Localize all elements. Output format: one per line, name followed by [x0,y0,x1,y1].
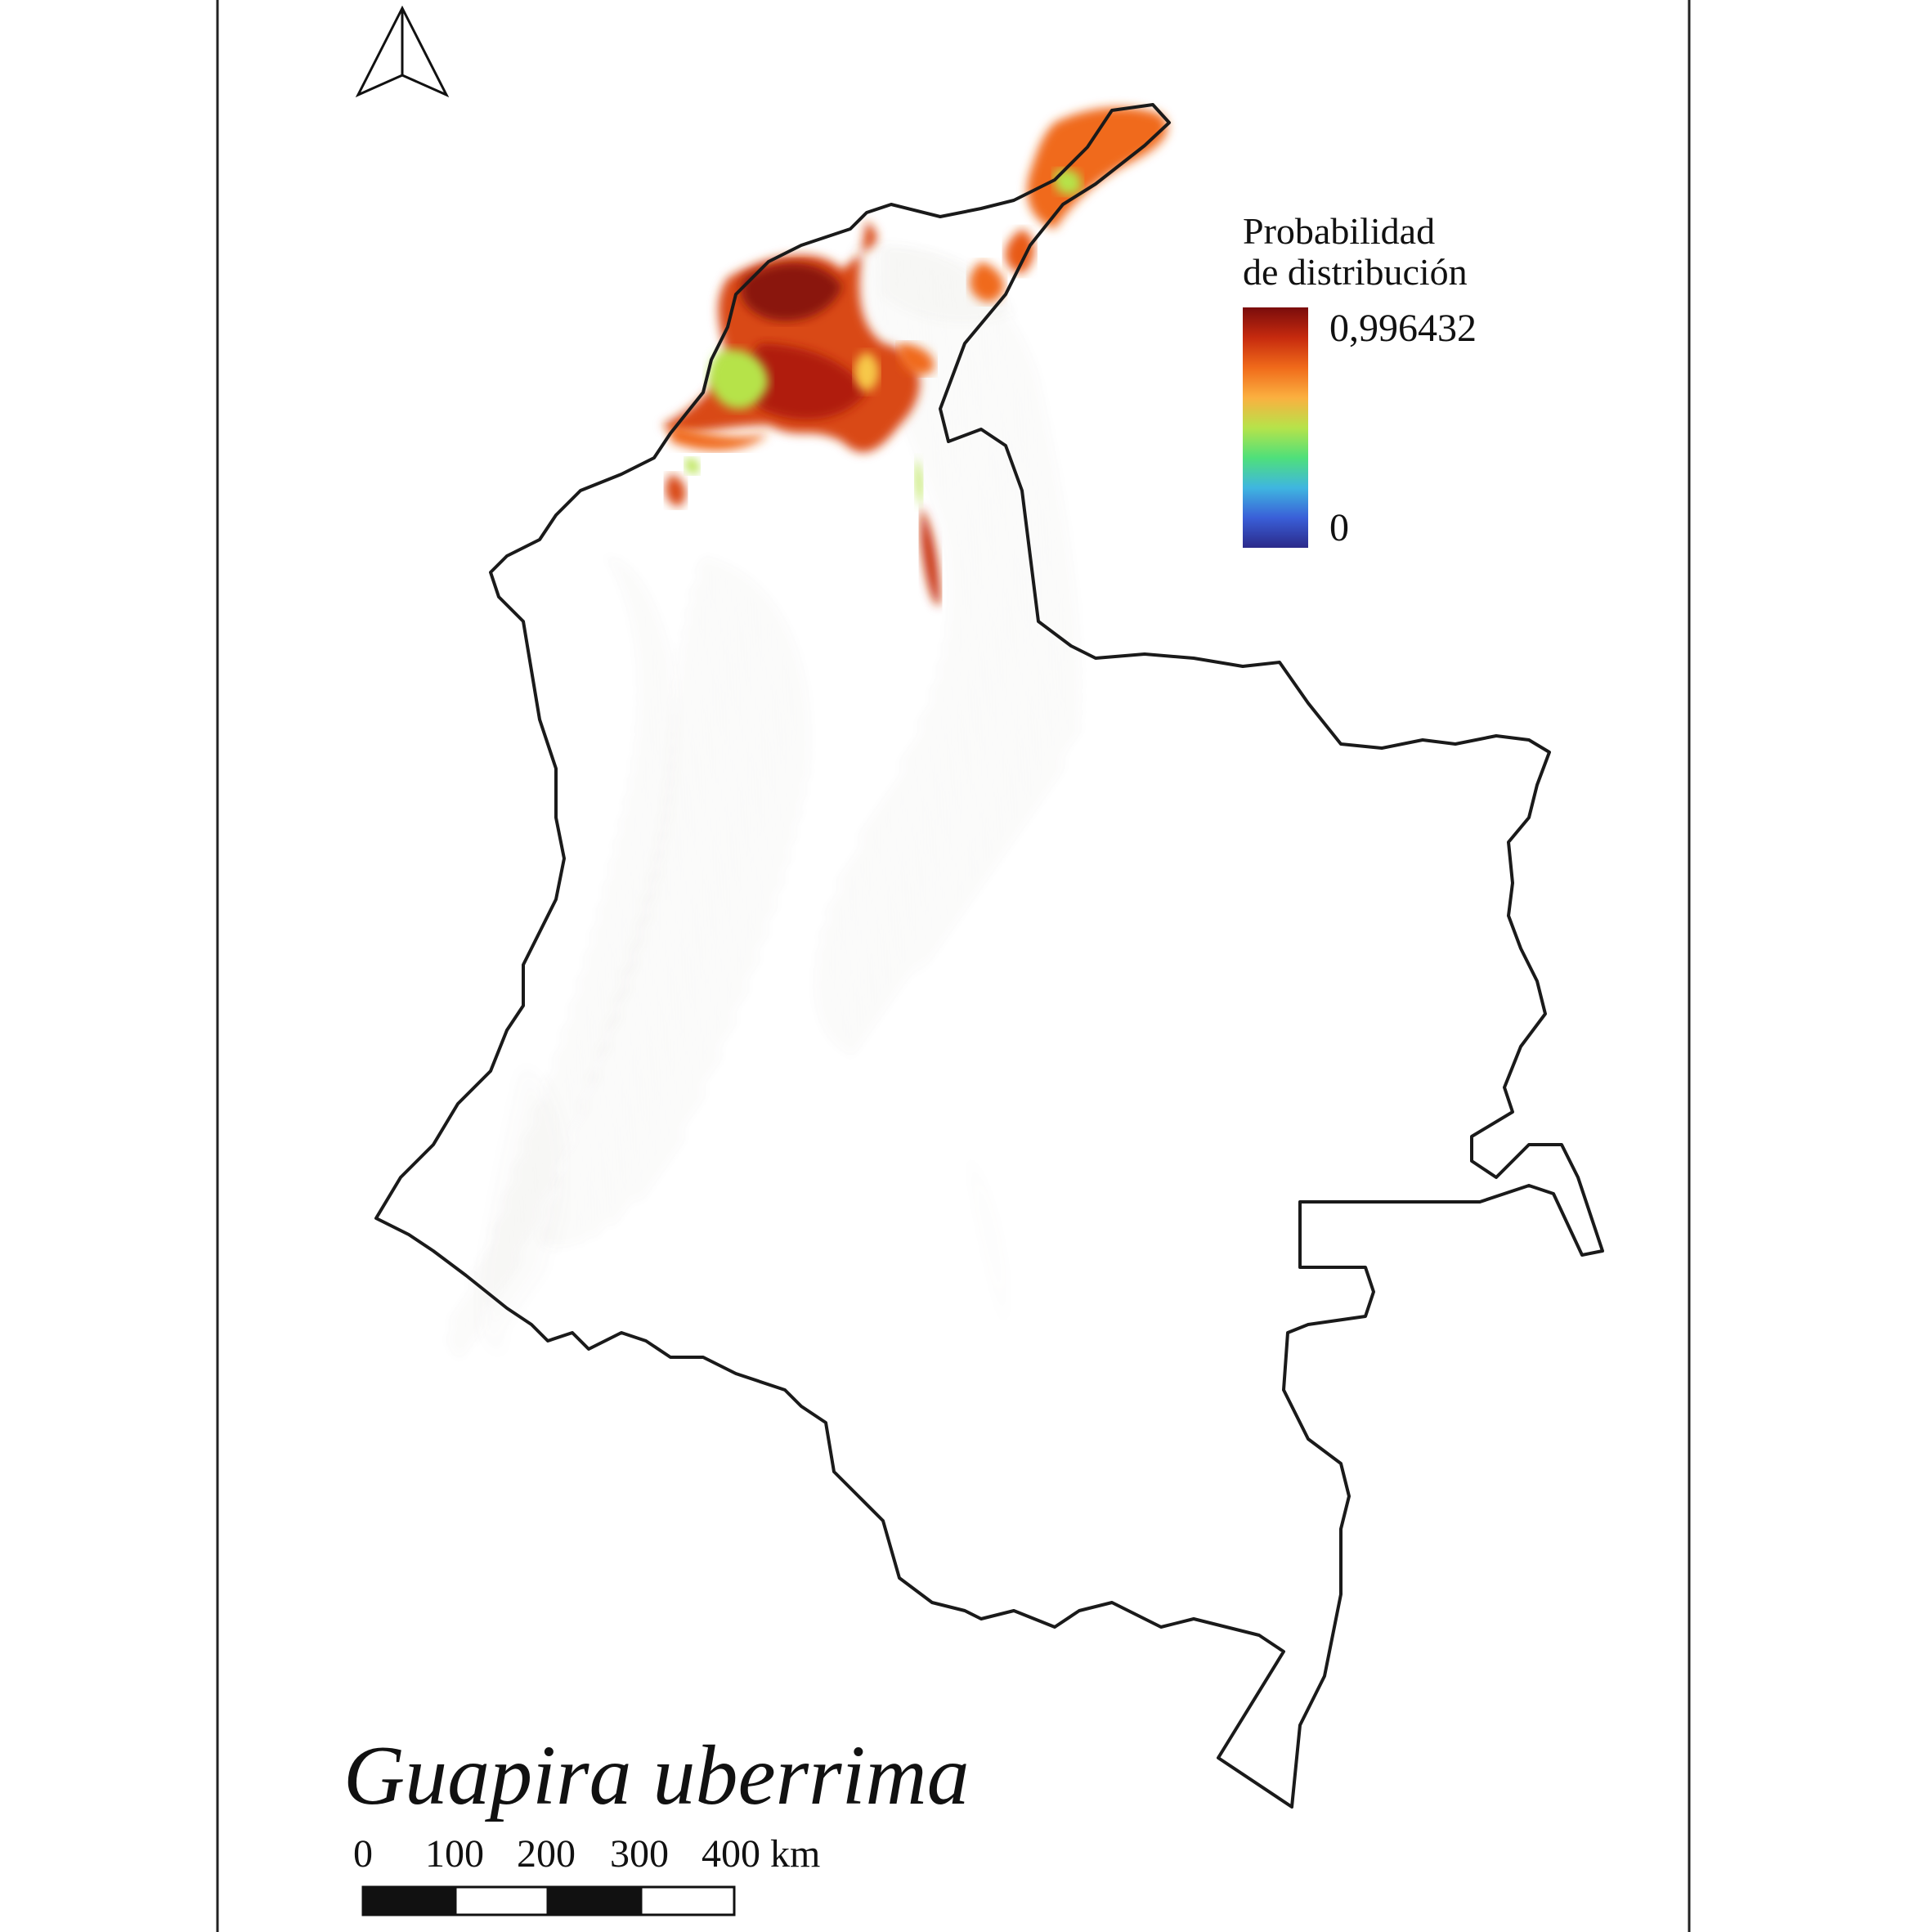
scale-label-100: 100 [425,1832,484,1876]
species-title: Guapira uberrima [343,1728,970,1822]
legend-min-label: 0 [1329,506,1349,549]
terrain-relief [447,244,1081,1357]
country-outline [374,103,1604,1809]
scale-label-200: 200 [517,1832,576,1876]
scale-label-0: 0 [353,1832,373,1876]
scale-label-400: 400 km [702,1832,821,1876]
distribution-raster [662,107,1168,606]
north-arrow-icon [355,5,450,98]
scale-label-300: 300 [610,1832,669,1876]
legend-max-label: 0,996432 [1329,307,1477,350]
scale-bar [361,1885,736,1916]
legend-title: Probabilidad de distribución [1243,211,1468,293]
legend-title-line1: Probabilidad [1243,210,1436,252]
legend-title-line2: de distribución [1243,251,1468,293]
legend-colorbar [1243,307,1308,548]
